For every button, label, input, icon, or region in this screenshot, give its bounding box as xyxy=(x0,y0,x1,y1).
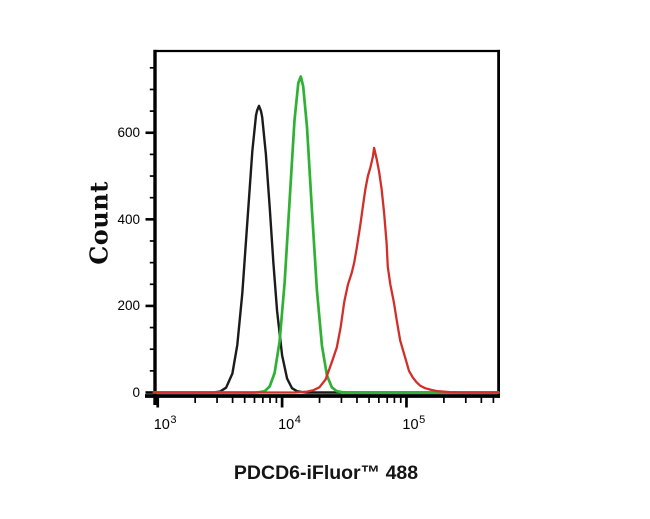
y-tick-label: 400 xyxy=(117,211,140,227)
x-tick-label-exponent: 5 xyxy=(419,413,426,426)
red-curve xyxy=(152,146,500,394)
y-tick-label: 0 xyxy=(132,385,140,400)
x-axis-title: PDCD6-iFluor™ 488 xyxy=(233,462,419,484)
black-curve xyxy=(152,104,500,394)
x-tick-label: 104 xyxy=(278,413,301,434)
green-curve xyxy=(152,75,500,394)
x-tick-label-base: 10 xyxy=(153,417,170,433)
x-tick-label-exponent: 4 xyxy=(294,413,301,426)
y-tick-label: 200 xyxy=(117,298,140,314)
x-tick-label: 103 xyxy=(153,413,177,434)
x-tick-label-base: 10 xyxy=(402,417,419,433)
x-tick-label-base: 10 xyxy=(278,417,295,433)
x-tick-label: 105 xyxy=(402,413,426,434)
y-tick-label: 600 xyxy=(117,125,140,141)
x-tick-label-exponent: 3 xyxy=(170,413,177,426)
